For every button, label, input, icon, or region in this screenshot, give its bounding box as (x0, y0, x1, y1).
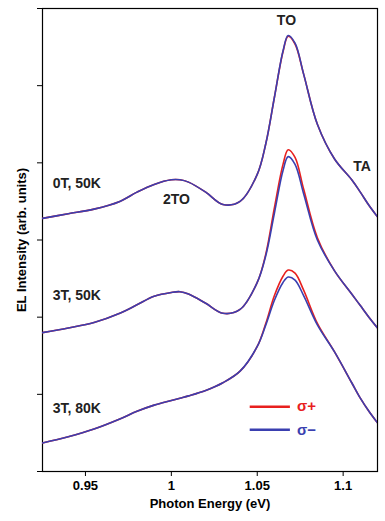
svg-text:1.05: 1.05 (245, 478, 270, 493)
svg-text:σ+: σ+ (297, 397, 316, 414)
svg-text:EL Intensity (arb. units): EL Intensity (arb. units) (14, 168, 29, 312)
svg-text:TA: TA (353, 158, 371, 174)
svg-text:3T, 50K: 3T, 50K (53, 287, 101, 303)
svg-text:Photon Energy (eV): Photon Energy (eV) (150, 496, 271, 511)
svg-text:TO: TO (277, 12, 296, 28)
svg-text:σ−: σ− (297, 421, 316, 438)
svg-text:0.95: 0.95 (73, 478, 98, 493)
svg-text:3T, 80K: 3T, 80K (53, 400, 101, 416)
svg-text:1: 1 (168, 478, 175, 493)
svg-text:1.1: 1.1 (334, 478, 352, 493)
svg-text:2TO: 2TO (163, 191, 190, 207)
svg-text:0T, 50K: 0T, 50K (53, 175, 101, 191)
